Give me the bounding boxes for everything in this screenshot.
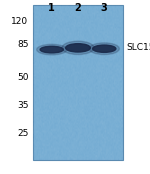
- Text: 3: 3: [101, 3, 108, 13]
- Ellipse shape: [93, 45, 116, 52]
- Ellipse shape: [37, 44, 67, 55]
- Text: 2: 2: [75, 3, 81, 13]
- Text: 85: 85: [17, 40, 28, 49]
- FancyBboxPatch shape: [33, 5, 123, 160]
- Ellipse shape: [89, 43, 119, 55]
- Ellipse shape: [40, 46, 63, 53]
- Text: SLC15A1: SLC15A1: [127, 43, 150, 52]
- Text: 35: 35: [17, 101, 28, 110]
- Text: 1: 1: [48, 3, 55, 13]
- Text: 50: 50: [17, 73, 28, 82]
- Text: 120: 120: [11, 17, 28, 26]
- Ellipse shape: [66, 44, 90, 52]
- Ellipse shape: [62, 41, 94, 54]
- Text: 25: 25: [17, 129, 28, 138]
